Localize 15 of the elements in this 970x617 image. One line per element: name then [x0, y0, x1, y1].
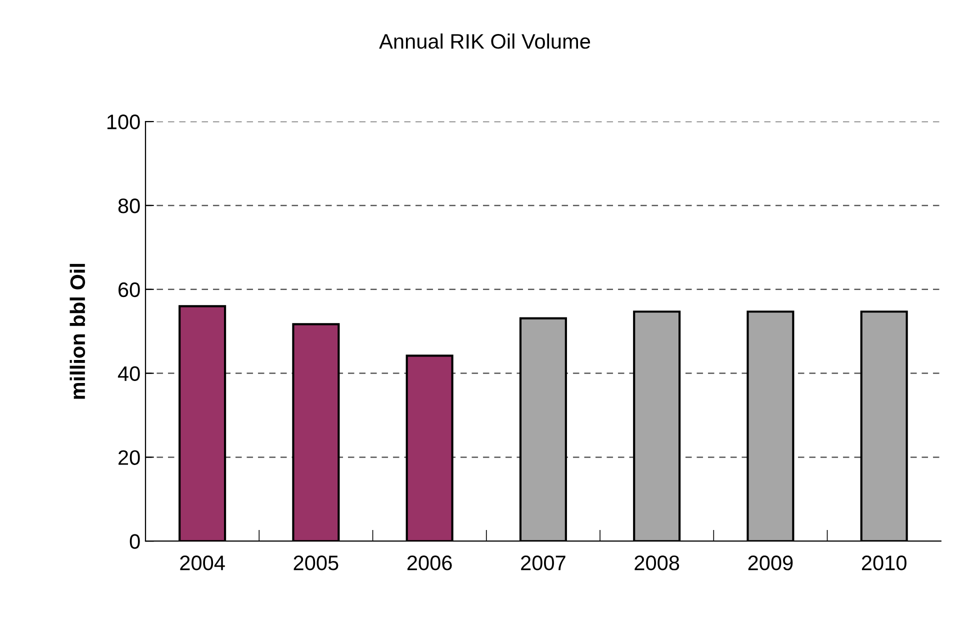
- x-tick-label: 2010: [862, 556, 906, 570]
- x-tick-label: 2009: [748, 556, 793, 570]
- x-tick-label: 2005: [294, 556, 338, 570]
- y-tick-label: 40: [118, 366, 140, 382]
- y-tick-label: 20: [118, 450, 140, 465]
- x-tick-label: 2004: [180, 556, 225, 570]
- y-tick-label: 80: [118, 198, 140, 214]
- y-axis-title: million bbl Oil: [70, 264, 86, 399]
- y-tick-label: 100: [107, 114, 140, 130]
- x-tick-label: 2007: [521, 556, 566, 570]
- y-tick-label: 0: [130, 534, 140, 549]
- x-tick-label: 2006: [407, 556, 452, 570]
- y-tick-label: 60: [118, 282, 140, 298]
- chart-title: Annual RIK Oil Volume: [379, 33, 590, 49]
- x-tick-label: 2008: [634, 556, 680, 570]
